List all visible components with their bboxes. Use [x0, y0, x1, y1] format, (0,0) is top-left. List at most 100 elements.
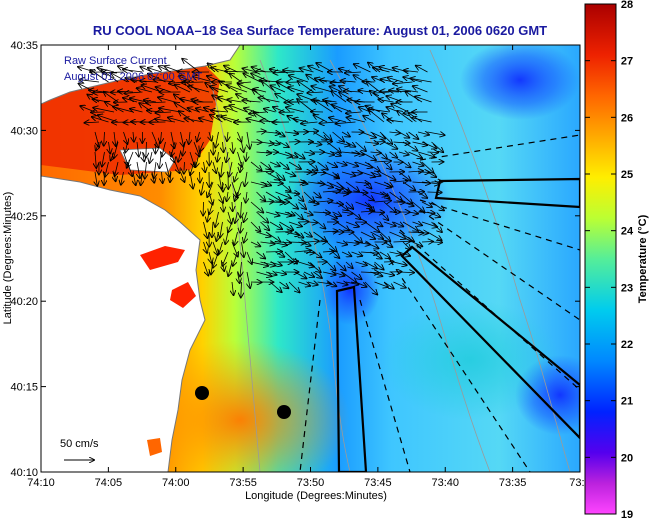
current-vector: [104, 131, 105, 146]
current-vector: [389, 231, 406, 239]
current-vector: [307, 92, 324, 93]
current-vector: [332, 272, 345, 276]
current-vector: [228, 221, 232, 232]
current-vector: [393, 262, 407, 265]
current-vector: [209, 251, 212, 263]
current-vector: [393, 181, 408, 182]
x-tick-label: 73:55: [229, 477, 257, 489]
current-vector: [133, 171, 136, 185]
transect-boxes: [335, 177, 580, 472]
current-vector: [427, 132, 445, 135]
current-vector: [421, 242, 433, 243]
current-vector: [199, 118, 214, 123]
current-vector: [160, 131, 161, 143]
current-vector: [256, 152, 272, 153]
current-vector: [240, 161, 242, 172]
current-vector: [162, 141, 166, 157]
current-vector: [245, 171, 247, 186]
current-vector: [322, 272, 336, 275]
current-vector: [355, 141, 366, 151]
current-vector: [181, 131, 184, 147]
current-vector: [260, 182, 272, 185]
current-vector: [171, 151, 174, 162]
colorbar: [584, 3, 617, 515]
current-vector: [269, 221, 282, 229]
current-vector: [402, 161, 411, 167]
current-vector: [204, 161, 206, 172]
current-vector: [421, 141, 436, 148]
current-vector: [298, 201, 307, 209]
current-vector: [179, 76, 195, 83]
current-vector: [175, 85, 191, 93]
current-vector: [303, 252, 315, 253]
current-vector: [284, 232, 299, 235]
current-vector: [379, 131, 392, 144]
colorbar-label: Temperature (°C): [637, 214, 649, 303]
current-vector: [203, 261, 209, 276]
legend-title: Raw Surface Current: [64, 55, 167, 67]
current-vector: [393, 241, 411, 242]
current-vector: [355, 242, 371, 245]
current-vector: [397, 111, 413, 123]
current-vector: [145, 161, 147, 179]
current-vector: [213, 251, 219, 268]
current-vector: [217, 151, 218, 162]
current-vector: [351, 211, 361, 219]
current-vector: [393, 281, 406, 288]
current-vector: [346, 112, 362, 113]
current-vector: [417, 151, 435, 157]
current-vector: [330, 86, 343, 93]
current-vector: [417, 191, 427, 198]
colorbar-tick-label: 24: [621, 226, 634, 238]
current-vector: [313, 131, 327, 140]
warm-south-region: [130, 340, 350, 472]
current-vector: [232, 141, 233, 153]
y-tick-label: 40:30: [10, 125, 38, 137]
current-vector: [137, 161, 140, 178]
current-vector: [427, 192, 442, 193]
current-vector: [219, 241, 223, 254]
current-vector: [246, 151, 247, 161]
current-vector: [238, 131, 242, 142]
current-vector: [269, 262, 282, 265]
current-vector: [193, 77, 214, 83]
current-vector: [288, 161, 301, 169]
current-vector: [288, 281, 300, 292]
current-vector: [360, 171, 375, 177]
current-vector: [370, 231, 384, 239]
current-vector: [317, 241, 327, 242]
current-vector: [351, 271, 362, 279]
current-vector: [178, 151, 180, 162]
y-tick-label: 40:25: [10, 211, 38, 223]
current-vector: [114, 171, 116, 181]
current-vector: [156, 112, 172, 113]
current-vector: [398, 152, 409, 155]
mooring-dot-1: [195, 386, 209, 400]
current-vector: [383, 222, 396, 226]
current-vector: [226, 151, 228, 162]
current-vector: [322, 251, 334, 252]
current-vector: [200, 141, 204, 151]
current-vector: [225, 231, 228, 244]
cold-pool-ne: [460, 45, 580, 120]
current-vector: [210, 86, 229, 93]
current-vector: [284, 132, 298, 134]
current-vector: [412, 182, 431, 183]
current-vector: [150, 151, 153, 163]
current-vector: [431, 141, 444, 152]
current-vector: [275, 251, 285, 257]
current-vector: [223, 141, 224, 152]
current-vector: [313, 191, 321, 198]
current-vector: [411, 78, 432, 83]
current-vector: [345, 221, 359, 227]
current-vector: [336, 242, 348, 245]
current-vector: [279, 242, 292, 243]
current-vector: [286, 107, 305, 113]
current-vector: [246, 191, 247, 203]
current-vector: [336, 162, 347, 165]
current-vector: [201, 181, 203, 195]
current-vector: [336, 261, 346, 270]
current-vector: [247, 271, 250, 288]
current-vector: [102, 151, 105, 166]
current-vector: [232, 201, 233, 211]
